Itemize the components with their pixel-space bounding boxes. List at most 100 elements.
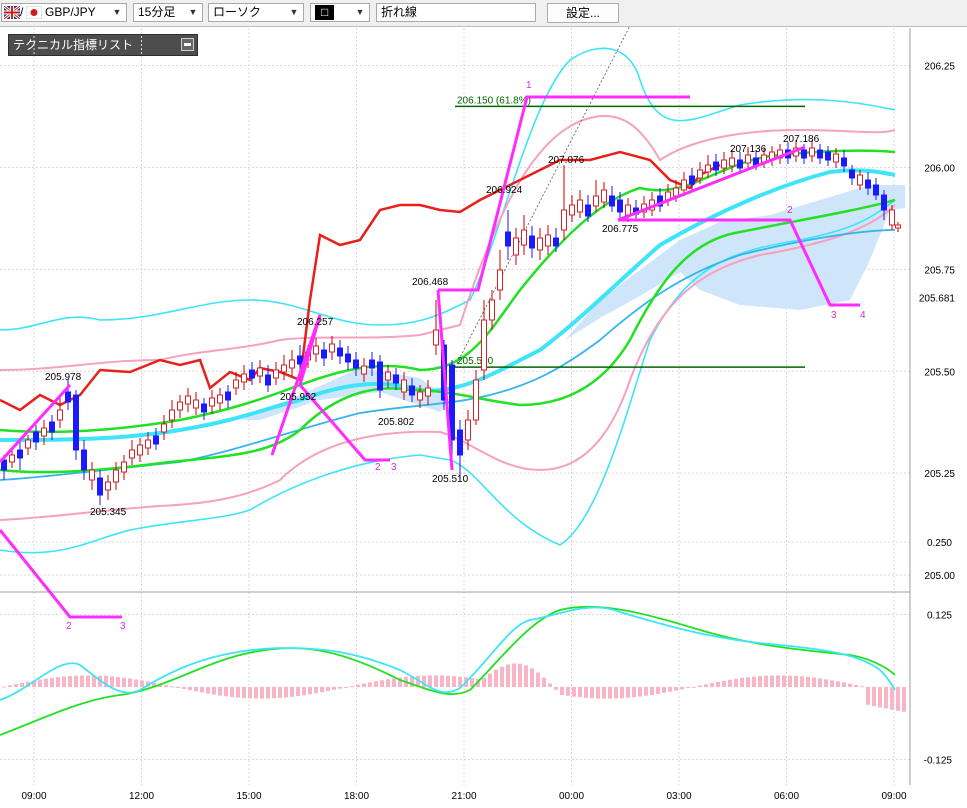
macd-histogram-bar bbox=[836, 681, 840, 687]
chart-style-select[interactable]: ローソク ▼ bbox=[208, 3, 304, 22]
macd-histogram-bar bbox=[578, 687, 582, 698]
macd-histogram-bar bbox=[830, 680, 834, 687]
candle-body bbox=[209, 397, 215, 407]
candle-body bbox=[177, 401, 183, 411]
macd-histogram-bar bbox=[422, 675, 426, 687]
chevron-down-icon: ▼ bbox=[188, 7, 198, 17]
candle-body bbox=[873, 184, 879, 196]
price-annotation: 205.510 bbox=[432, 474, 469, 485]
candle-body bbox=[473, 379, 479, 421]
macd-histogram-bar bbox=[248, 687, 252, 699]
macd-histogram-bar bbox=[278, 687, 282, 698]
color-mode-select[interactable]: □ ▼ bbox=[310, 3, 370, 22]
candle-body bbox=[81, 449, 87, 471]
candle-body bbox=[537, 237, 543, 251]
macd-histogram-bar bbox=[488, 673, 492, 687]
zigzag-label: 3 bbox=[120, 621, 126, 632]
indicator-lines bbox=[0, 47, 896, 554]
candle-body bbox=[625, 204, 631, 216]
candle-body bbox=[721, 159, 727, 169]
macd-histogram-bar bbox=[692, 686, 696, 688]
zigzag-label: 2 bbox=[375, 462, 381, 473]
macd-histogram-bar bbox=[740, 677, 744, 687]
candle-body bbox=[505, 231, 511, 247]
candle-body bbox=[337, 347, 343, 357]
chevron-down-icon: ▼ bbox=[112, 7, 122, 17]
candle-body bbox=[289, 359, 295, 369]
zigzag-segment bbox=[436, 289, 454, 471]
macd-histogram-bar bbox=[542, 677, 546, 687]
price-labels: 205.978 205.345 206.257 205.952 205.802 206.4… bbox=[45, 134, 820, 518]
price-axis-label: 205.681 bbox=[919, 293, 956, 304]
candle-body bbox=[809, 147, 815, 157]
macd-histogram-bar bbox=[44, 678, 48, 687]
candle-body bbox=[225, 391, 231, 401]
macd-histogram-bar bbox=[152, 682, 156, 687]
zigzag-segment bbox=[438, 95, 690, 292]
macd-histogram-bar bbox=[182, 687, 186, 689]
macd-histogram-bar bbox=[230, 687, 234, 698]
candle-body bbox=[321, 349, 327, 359]
price-axis-label: 205.75 bbox=[924, 265, 955, 276]
price-axis-label: 205.00 bbox=[924, 571, 955, 582]
axes: 207.75207.50207.25207.00206.75206.50206.… bbox=[21, 62, 956, 802]
candle-body bbox=[657, 195, 663, 207]
candle-body bbox=[689, 175, 695, 185]
macd-histogram-bar bbox=[8, 685, 12, 687]
macd-histogram-bar bbox=[62, 676, 66, 687]
macd-histogram-bar bbox=[824, 679, 828, 687]
macd-histogram-bar bbox=[302, 687, 306, 696]
macd-histogram-bar bbox=[884, 687, 888, 709]
candle-body bbox=[393, 374, 399, 384]
macd-histogram-bar bbox=[374, 681, 378, 687]
macd-histogram-bar bbox=[212, 687, 216, 695]
candle-body bbox=[513, 237, 519, 256]
macd-histogram-bar bbox=[284, 687, 288, 698]
macd-histogram-bar bbox=[74, 675, 78, 687]
zigzag-segment bbox=[0, 529, 122, 619]
signal-line bbox=[0, 605, 896, 736]
macd-histogram-bar bbox=[872, 687, 876, 707]
candle-body bbox=[369, 359, 375, 369]
timeframe-select[interactable]: 15分足 ▼ bbox=[133, 3, 203, 22]
technical-indicator-list-panel[interactable]: テクニカル指標リスト bbox=[8, 34, 198, 56]
symbol-select[interactable]: / GBP/JPY ▼ bbox=[1, 3, 127, 22]
candle-body bbox=[169, 409, 175, 421]
candle-body bbox=[569, 204, 575, 216]
price-annotation: 207.076 bbox=[548, 155, 585, 166]
macd-histogram-bar bbox=[320, 687, 324, 693]
time-axis-label: 21:00 bbox=[451, 791, 476, 802]
macd-histogram-bar bbox=[554, 687, 558, 690]
macd-histogram-bar bbox=[848, 683, 852, 687]
macd-histogram-bar bbox=[254, 687, 258, 699]
macd-histogram-bar bbox=[812, 677, 816, 687]
macd-histogram-bar bbox=[602, 687, 606, 699]
macd-histogram-bar bbox=[164, 685, 168, 687]
candle-body bbox=[33, 431, 39, 443]
candle-body bbox=[241, 373, 247, 383]
candle-body bbox=[161, 423, 167, 433]
macd-histogram-bar bbox=[902, 687, 906, 712]
macd-histogram-bar bbox=[224, 687, 228, 697]
macd-histogram-bar bbox=[170, 686, 174, 688]
candle-body bbox=[113, 469, 119, 483]
candle-body bbox=[409, 385, 415, 396]
candle-body bbox=[361, 365, 367, 375]
candle-body bbox=[561, 209, 567, 231]
candle-body bbox=[681, 179, 687, 191]
macd-histogram-bar bbox=[638, 687, 642, 697]
settings-button[interactable]: 設定... bbox=[547, 3, 619, 23]
candle-body bbox=[1, 459, 7, 471]
toolbar: / GBP/JPY ▼ 15分足 ▼ ローソク ▼ □ ▼ 折れ線 設定... bbox=[0, 0, 967, 27]
macd-histogram-bar bbox=[206, 687, 210, 694]
candle-body bbox=[825, 151, 831, 161]
macd-histogram-bar bbox=[380, 680, 384, 687]
line-type-field[interactable]: 折れ線 bbox=[376, 3, 536, 22]
candle-body bbox=[129, 449, 135, 459]
fib-level-label: 206.150 (61.8%) bbox=[457, 95, 531, 106]
time-axis-label: 09:00 bbox=[21, 791, 46, 802]
macd-histogram-bar bbox=[728, 679, 732, 687]
minimize-icon[interactable] bbox=[181, 38, 194, 51]
macd-histogram-bar bbox=[530, 668, 534, 687]
